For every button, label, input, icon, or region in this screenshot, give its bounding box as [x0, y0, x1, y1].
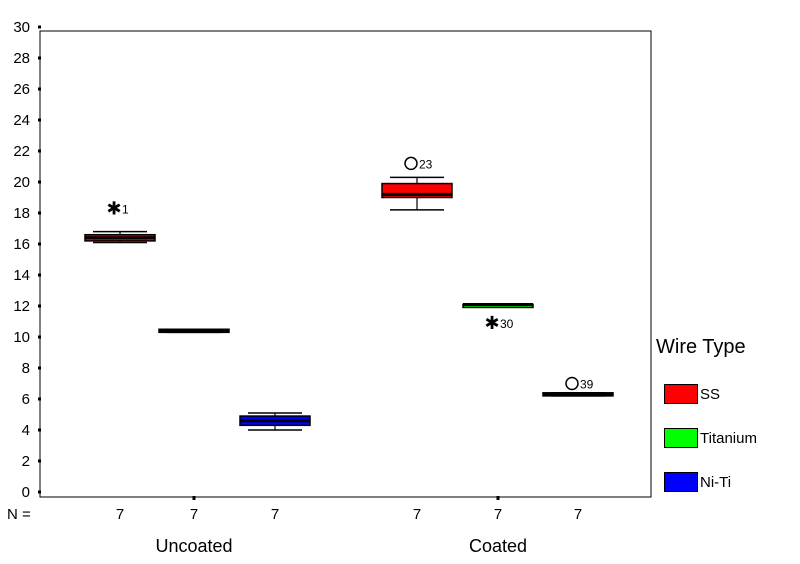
y-tick-mark [38, 335, 41, 339]
y-tick-label: 8 [22, 360, 30, 377]
y-tick-label: 20 [13, 174, 30, 191]
n-count: 7 [413, 506, 421, 523]
outlier-star: ✱ [484, 313, 499, 334]
y-tick-mark [38, 459, 41, 463]
y-tick-label: 14 [13, 267, 30, 284]
legend-label-titanium: Titanium [700, 429, 757, 447]
y-tick-label: 16 [13, 236, 30, 253]
y-tick-label: 2 [22, 453, 30, 470]
y-tick-label: 4 [22, 422, 30, 439]
outlier-label: 23 [419, 157, 433, 171]
x-group-label: Uncoated [155, 536, 232, 556]
outlier-label: 1 [122, 202, 129, 216]
legend-label-ss: SS [700, 385, 721, 403]
y-tick-label: 26 [13, 81, 30, 98]
legend-swatch-titanium [664, 428, 698, 448]
y-tick-label: 18 [13, 205, 30, 222]
y-tick-label: 12 [13, 298, 30, 315]
y-tick-mark [38, 118, 41, 122]
y-tick-mark [38, 87, 41, 91]
n-count: 7 [271, 506, 279, 523]
y-tick-label: 0 [22, 484, 30, 501]
y-tick-mark [38, 366, 41, 370]
outlier-circle [404, 156, 418, 171]
y-tick-label: 6 [22, 391, 30, 408]
y-tick-mark [38, 242, 41, 246]
y-tick-label: 24 [13, 112, 30, 129]
n-label: N = [7, 506, 31, 523]
y-tick-mark [38, 273, 41, 277]
x-group-tick [192, 496, 196, 500]
n-count: 7 [190, 506, 198, 523]
x-group-tick [496, 496, 500, 500]
n-count: 7 [574, 506, 582, 523]
y-tick-mark [38, 490, 41, 494]
legend: Wire Type SS Titanium Ni-Ti [656, 336, 796, 515]
n-count: 7 [494, 506, 502, 523]
x-group-label: Coated [469, 536, 527, 556]
y-tick-mark [38, 149, 41, 153]
outlier-circle [565, 376, 579, 391]
y-tick-mark [38, 211, 41, 215]
plot-frame [39, 30, 652, 498]
legend-item-titanium: Titanium [656, 427, 796, 449]
legend-label-ni-ti: Ni-Ti [700, 473, 732, 491]
y-tick-mark [38, 397, 41, 401]
y-tick-mark [38, 428, 41, 432]
outlier-label: 30 [500, 317, 514, 331]
legend-item-ss: SS [656, 383, 796, 405]
legend-swatch-ss [664, 384, 698, 404]
outlier-star: ✱ [106, 198, 121, 219]
legend-title: Wire Type [656, 336, 746, 358]
y-tick-mark [38, 304, 41, 308]
y-tick-mark [38, 56, 41, 60]
y-tick-label: 30 [13, 19, 30, 36]
y-tick-label: 22 [13, 143, 30, 160]
legend-item-ni-ti: Ni-Ti [656, 471, 796, 493]
y-tick-mark [38, 25, 41, 29]
n-count: 7 [116, 506, 124, 523]
y-tick-label: 10 [13, 329, 30, 346]
outlier-label: 39 [580, 378, 594, 392]
y-tick-mark [38, 180, 41, 184]
y-tick-label: 28 [13, 50, 30, 67]
legend-swatch-ni-ti [664, 472, 698, 492]
